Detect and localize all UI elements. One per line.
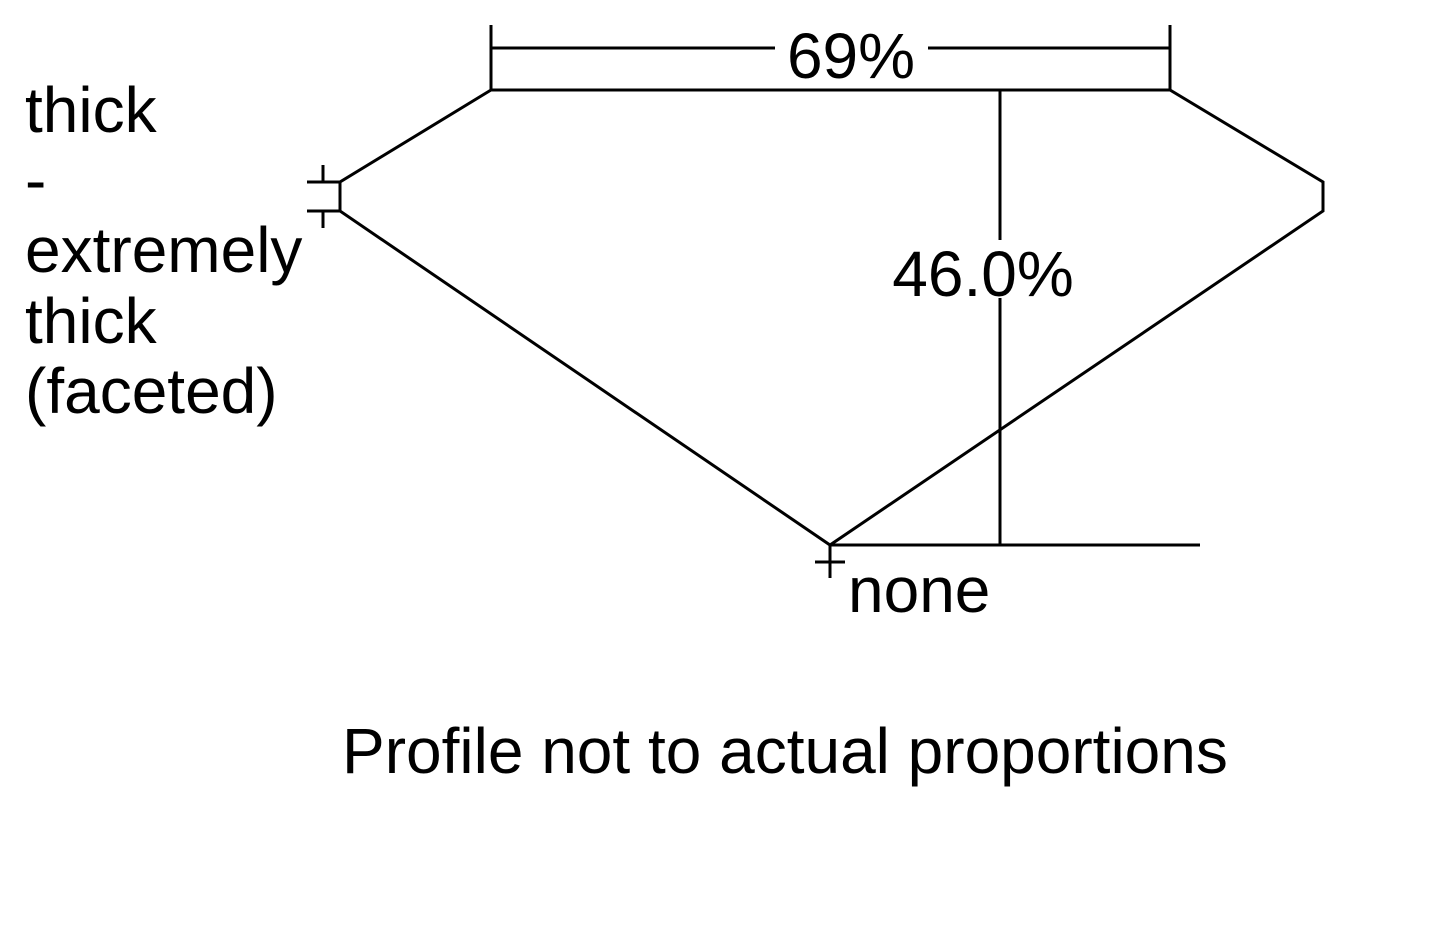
table-percentage-label: 69% xyxy=(787,20,915,92)
girdle-markers xyxy=(307,165,340,228)
culet-label: none xyxy=(848,554,990,626)
table-dimension: 69% xyxy=(489,20,1172,92)
girdle-label-line: - xyxy=(25,144,46,216)
girdle-label-line: thick xyxy=(25,74,158,146)
girdle-label-line: thick xyxy=(25,285,158,357)
depth-percentage-label: 46.0% xyxy=(892,238,1073,310)
depth-dimension: 46.0% xyxy=(830,90,1200,547)
footnote: Profile not to actual proportions xyxy=(342,715,1228,787)
girdle-label-line: extremely xyxy=(25,214,302,286)
girdle-label: thick - extremely thick (faceted) xyxy=(25,74,302,427)
culet-marker xyxy=(815,545,845,578)
girdle-label-line: (faceted) xyxy=(25,355,278,427)
depth-label-background xyxy=(880,240,1080,298)
gem-outline xyxy=(338,88,1325,547)
